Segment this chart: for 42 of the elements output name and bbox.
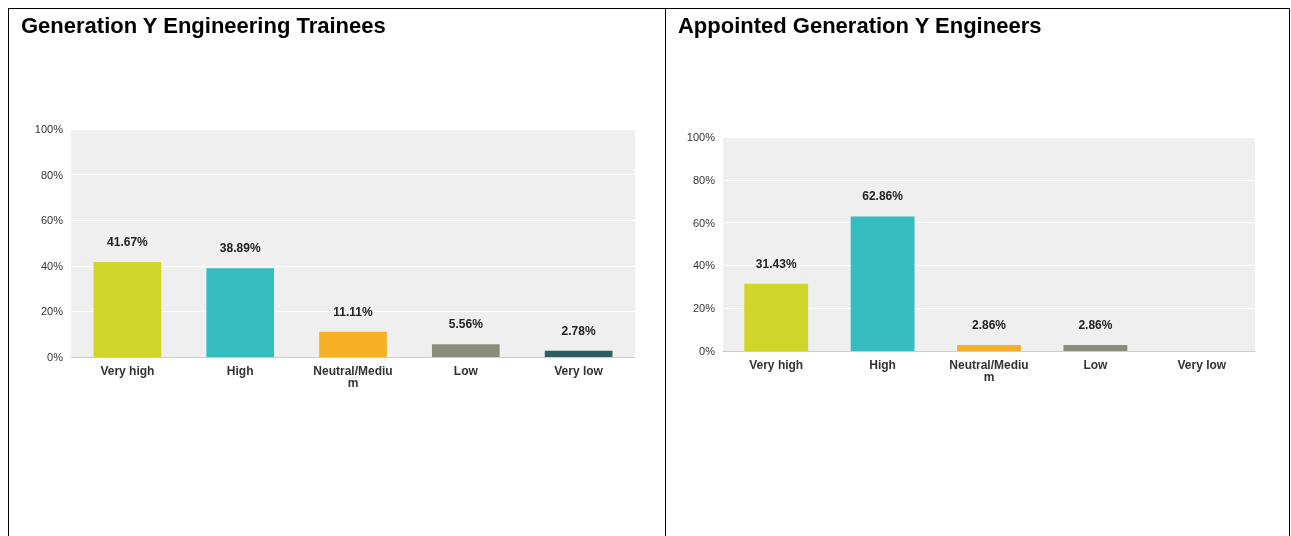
bar <box>957 344 1021 351</box>
y-tick-label: 40% <box>40 259 64 272</box>
bar <box>850 216 915 351</box>
y-tick-label: 0% <box>699 345 716 357</box>
x-tick-label: Low <box>1083 358 1109 372</box>
x-tick-label: Very high <box>749 358 804 372</box>
y-tick-label: 60% <box>692 216 716 229</box>
bar <box>206 268 275 357</box>
x-tick-label: Low <box>453 364 479 378</box>
data-label: 5.56% <box>448 317 484 332</box>
data-label: 38.89% <box>219 241 261 256</box>
x-tick-label: Very high <box>100 364 155 378</box>
bar <box>544 350 613 357</box>
bar <box>319 331 387 357</box>
chart-title: Appointed Generation Y Engineers <box>677 13 1042 39</box>
chart-title: Generation Y Engineering Trainees <box>21 13 386 39</box>
x-tick-label: High <box>869 358 896 372</box>
data-label: 62.86% <box>862 189 904 204</box>
y-tick-label: 20% <box>40 305 64 318</box>
x-tick-label: High <box>226 364 254 378</box>
data-label: 11.11% <box>333 304 374 319</box>
data-label: 2.86% <box>1078 317 1113 332</box>
bar <box>431 344 500 357</box>
y-tick-label: 100% <box>686 131 716 143</box>
y-tick-label: 80% <box>40 168 64 181</box>
y-tick-label: 40% <box>692 259 716 272</box>
data-label: 2.86% <box>971 317 1007 332</box>
bar <box>93 261 162 357</box>
x-tick-label: Neutral/Medium <box>313 364 393 390</box>
bar <box>1063 344 1128 351</box>
bar <box>744 283 809 351</box>
y-tick-label: 80% <box>692 173 716 186</box>
data-label: 31.43% <box>755 256 797 271</box>
x-tick-label: Neutral/Medium <box>949 358 1029 384</box>
y-tick-label: 20% <box>692 302 716 315</box>
data-label: 2.78% <box>561 323 596 338</box>
y-tick-label: 60% <box>40 214 64 227</box>
y-tick-label: 0% <box>47 351 64 363</box>
y-tick-label: 100% <box>34 123 64 135</box>
x-tick-label: Very low <box>554 364 604 378</box>
data-label: 41.67% <box>107 234 149 249</box>
x-tick-label: Very low <box>1177 358 1227 372</box>
